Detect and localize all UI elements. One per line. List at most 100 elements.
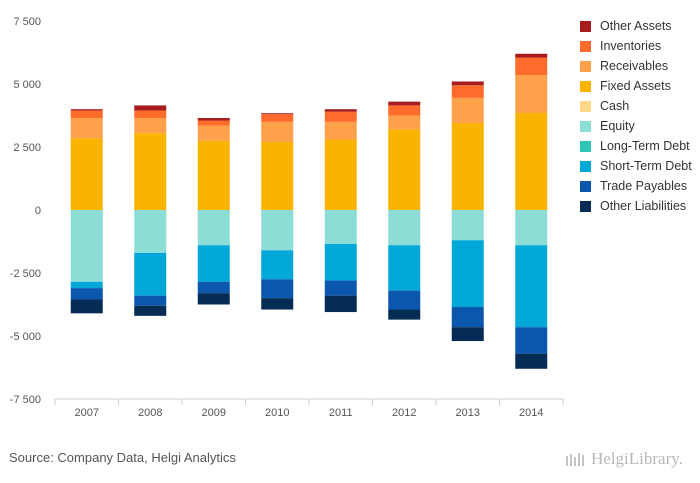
x-tick-label: 2007	[75, 407, 99, 419]
bar-fixed-assets-2008	[134, 133, 167, 210]
legend-swatch	[580, 60, 591, 72]
bar-trade-payables-2014	[515, 327, 548, 354]
bar-equity-2007	[70, 210, 103, 282]
legend-item[interactable]: Cash	[580, 96, 692, 116]
bar-short-term-debt-2014	[515, 245, 548, 328]
bar-other-assets-2010	[261, 113, 294, 115]
bar-fixed-assets-2014	[515, 112, 548, 210]
x-tick-label: 2008	[138, 407, 162, 419]
bar-inventories-2013	[451, 85, 484, 98]
legend-swatch	[580, 160, 591, 172]
bar-inventories-2011	[324, 111, 357, 122]
bar-fixed-assets-2010	[261, 141, 294, 210]
bars	[70, 53, 548, 369]
bar-trade-payables-2007	[70, 288, 103, 300]
y-tick-label: 7 500	[13, 16, 41, 28]
helgi-library-logo: HelgiLibrary.	[565, 449, 683, 469]
bar-inventories-2012	[388, 105, 421, 116]
legend-swatch	[580, 180, 591, 192]
legend-item[interactable]: Equity	[580, 116, 692, 136]
legend-label: Receivables	[600, 59, 669, 73]
x-tick-label: 2011	[329, 407, 353, 419]
bar-other-assets-2012	[388, 101, 421, 106]
legend-label: Other Liabilities	[600, 199, 687, 213]
bar-trade-payables-2009	[197, 281, 230, 294]
legend-item[interactable]: Trade Payables	[580, 176, 692, 196]
bar-receivables-2014	[515, 75, 548, 113]
bar-short-term-debt-2009	[197, 245, 230, 282]
bar-other-assets-2013	[451, 81, 484, 86]
bar-inventories-2009	[197, 120, 230, 126]
bar-equity-2009	[197, 210, 230, 246]
bar-equity-2014	[515, 210, 548, 246]
bar-other-liabilities-2014	[515, 353, 548, 369]
bar-receivables-2008	[134, 118, 167, 134]
legend-swatch	[580, 40, 591, 52]
bar-receivables-2009	[197, 125, 230, 141]
legend-item[interactable]: Receivables	[580, 56, 692, 76]
bar-other-assets-2009	[197, 118, 230, 121]
bar-inventories-2008	[134, 110, 167, 119]
bar-fixed-assets-2009	[197, 140, 230, 210]
bar-trade-payables-2012	[388, 290, 421, 310]
bar-trade-payables-2008	[134, 295, 167, 306]
x-tick-label: 2009	[202, 407, 226, 419]
x-tick-label: 2014	[519, 407, 543, 419]
bar-receivables-2010	[261, 121, 294, 142]
bar-other-liabilities-2009	[197, 293, 230, 305]
bar-short-term-debt-2007	[70, 281, 103, 289]
legend: Other Assets Inventories Receivables Fixed …	[580, 16, 692, 216]
bar-other-liabilities-2008	[134, 305, 167, 316]
logo-text: HelgiLibrary.	[591, 449, 683, 468]
legend-label: Cash	[600, 99, 630, 113]
legend-swatch	[580, 100, 591, 112]
bar-trade-payables-2011	[324, 280, 357, 296]
legend-item[interactable]: Long-Term Debt	[580, 136, 692, 156]
legend-item[interactable]: Fixed Assets	[580, 76, 692, 96]
bar-fixed-assets-2012	[388, 129, 421, 210]
bar-inventories-2010	[261, 114, 294, 122]
bar-fixed-assets-2011	[324, 139, 357, 210]
bar-short-term-debt-2008	[134, 252, 167, 296]
bar-other-liabilities-2012	[388, 309, 421, 320]
y-tick-label: -5 000	[10, 331, 41, 343]
legend-label: Trade Payables	[600, 179, 688, 193]
x-axis: 2007 2008 2009 2010 2011 2012 2013 2014	[54, 398, 564, 419]
legend-item[interactable]: Other Liabilities	[580, 196, 692, 216]
legend-label: Other Assets	[600, 19, 672, 33]
x-tick-label: 2010	[265, 407, 289, 419]
bar-equity-2012	[388, 210, 421, 246]
y-tick-label: 5 000	[13, 79, 41, 91]
legend-swatch	[580, 120, 591, 132]
legend-swatch	[580, 200, 591, 212]
bar-receivables-2011	[324, 121, 357, 140]
bar-equity-2013	[451, 210, 484, 241]
legend-swatch	[580, 20, 591, 32]
legend-item[interactable]: Inventories	[580, 36, 692, 56]
bar-other-liabilities-2011	[324, 295, 357, 313]
y-axis: -7 500 -5 000 -2 500 0 2 500 5 000 7 500	[10, 16, 41, 406]
library-icon	[566, 453, 584, 466]
legend-label: Equity	[600, 119, 635, 133]
bar-other-liabilities-2010	[261, 298, 294, 310]
bar-short-term-debt-2011	[324, 244, 357, 281]
bar-other-assets-2014	[515, 53, 548, 58]
bar-inventories-2014	[515, 57, 548, 76]
bar-receivables-2012	[388, 115, 421, 130]
bar-other-assets-2011	[324, 109, 357, 112]
legend-label: Short-Term Debt	[600, 159, 692, 173]
legend-item[interactable]: Other Assets	[580, 16, 692, 36]
bar-other-liabilities-2007	[70, 299, 103, 314]
bar-fixed-assets-2007	[70, 138, 103, 210]
bar-equity-2010	[261, 210, 294, 251]
legend-label: Fixed Assets	[600, 79, 671, 93]
bar-other-liabilities-2013	[451, 327, 484, 342]
bar-equity-2011	[324, 210, 357, 245]
bar-inventories-2007	[70, 110, 103, 119]
bar-fixed-assets-2013	[451, 123, 484, 210]
source-note: Source: Company Data, Helgi Analytics	[9, 450, 236, 465]
legend-item[interactable]: Short-Term Debt	[580, 156, 692, 176]
bar-receivables-2013	[451, 97, 484, 124]
y-tick-label: -2 500	[10, 268, 41, 280]
